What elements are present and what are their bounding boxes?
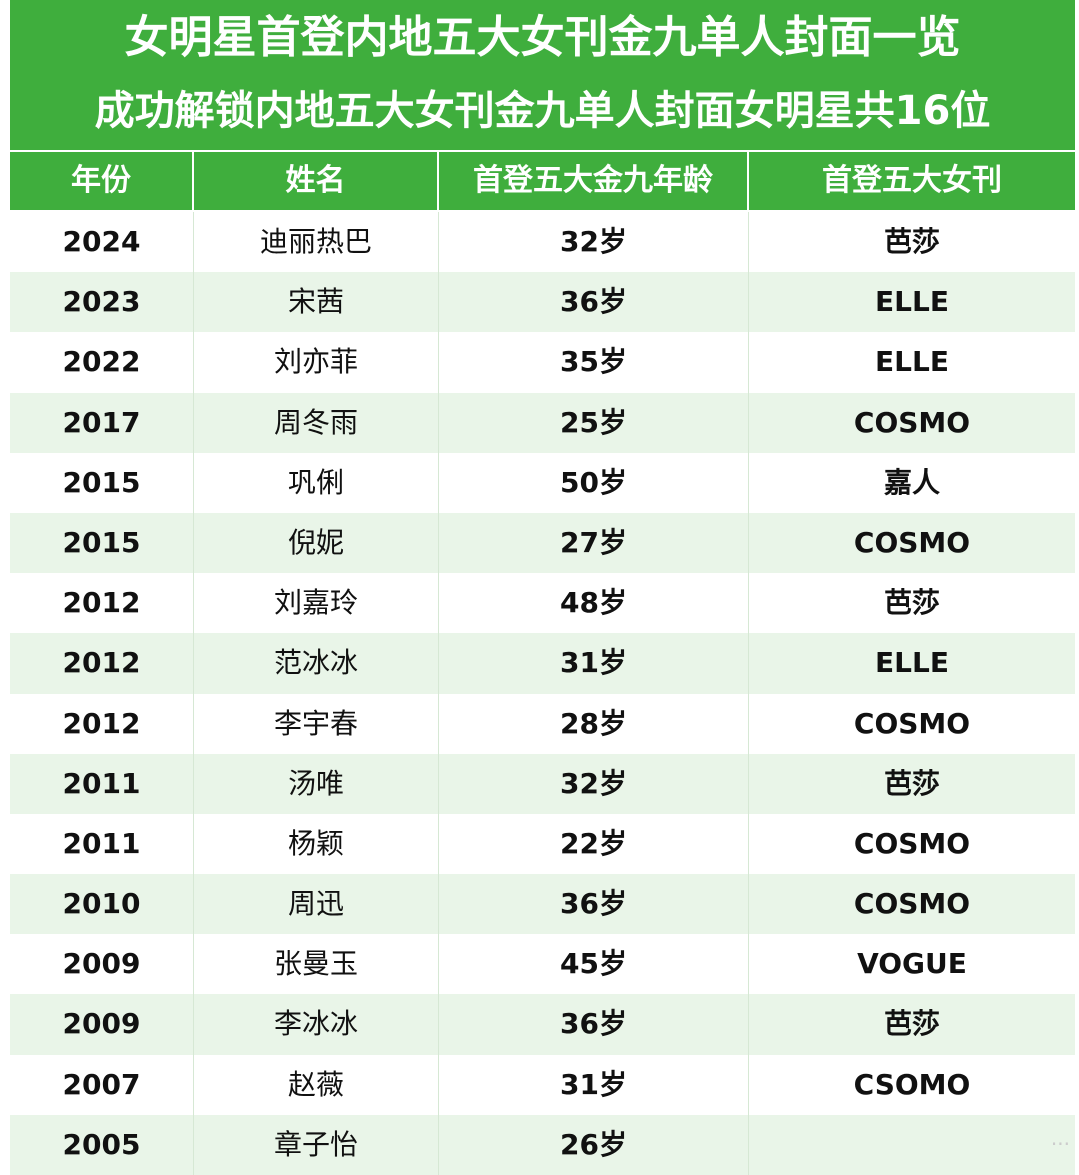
column-header-name: 姓名 bbox=[194, 152, 439, 210]
table-row: 2005 章子怡 26岁 bbox=[10, 1114, 1075, 1175]
column-header-age: 首登五大金九年龄 bbox=[439, 152, 749, 210]
cell-magazine: COSMO bbox=[853, 525, 971, 559]
cell-age: 31岁 bbox=[439, 633, 749, 694]
cell-name: 章子怡 bbox=[194, 1114, 439, 1175]
cell-magazine: 芭莎 bbox=[883, 225, 940, 258]
cell-magazine: COSMO bbox=[853, 826, 971, 860]
cell-age: 22岁 bbox=[439, 813, 749, 875]
table-row: 2011 杨颖 22岁 COSMO bbox=[10, 813, 1075, 875]
cell-year: 2009 bbox=[10, 934, 194, 995]
column-header-year: 年份 bbox=[10, 152, 194, 210]
table-row: 2009 张曼玉 45岁 VOGUE bbox=[10, 934, 1075, 995]
cell-year: 2011 bbox=[10, 753, 194, 814]
cell-year: 2015 bbox=[10, 452, 194, 513]
cell-name: 宋茜 bbox=[194, 272, 439, 333]
cell-magazine: 芭莎 bbox=[883, 586, 940, 620]
cell-magazine: COSMO bbox=[853, 887, 971, 921]
cell-age: 25岁 bbox=[439, 392, 749, 453]
cell-magazine: ELLE bbox=[875, 646, 949, 680]
cell-age: 35岁 bbox=[439, 332, 749, 393]
cell-magazine: 芭莎 bbox=[883, 766, 940, 800]
cell-magazine: CSOMO bbox=[853, 1067, 971, 1101]
cell-age: 48岁 bbox=[439, 573, 749, 634]
cell-name: 李冰冰 bbox=[194, 994, 439, 1055]
table-row: 2012 刘嘉玲 48岁 芭莎 bbox=[10, 573, 1075, 634]
table-row: 2012 范冰冰 31岁 ELLE bbox=[10, 633, 1075, 694]
cell-year: 2005 bbox=[10, 1114, 194, 1175]
cell-age: 32岁 bbox=[439, 753, 749, 814]
table-row: 2015 巩俐 50岁 嘉人 bbox=[10, 452, 1075, 513]
cell-name: 迪丽热巴 bbox=[194, 212, 439, 273]
cell-magazine: ELLE bbox=[875, 285, 949, 319]
watermark-icon: ··· bbox=[1050, 1132, 1070, 1156]
cell-year: 2011 bbox=[10, 813, 194, 875]
cell-year: 2012 bbox=[10, 633, 194, 694]
table-row: 2015 倪妮 27岁 COSMO bbox=[10, 512, 1075, 574]
cell-age: 27岁 bbox=[439, 512, 749, 574]
cell-age: 36岁 bbox=[439, 994, 749, 1055]
table-row: 2012 李宇春 28岁 COSMO bbox=[10, 693, 1075, 754]
cell-age: 32岁 bbox=[439, 212, 749, 273]
cell-name: 刘嘉玲 bbox=[194, 573, 439, 634]
cell-age: 36岁 bbox=[439, 874, 749, 935]
cell-year: 2015 bbox=[10, 512, 194, 574]
cell-age: 45岁 bbox=[439, 934, 749, 995]
cell-year: 2024 bbox=[10, 212, 194, 273]
cell-magazine: COSMO bbox=[853, 706, 971, 740]
cell-year: 2017 bbox=[10, 392, 194, 453]
table-row: 2023 宋茜 36岁 ELLE bbox=[10, 272, 1075, 333]
table-row: 2010 周迅 36岁 COSMO bbox=[10, 874, 1075, 935]
cell-year: 2022 bbox=[10, 332, 194, 393]
cell-magazine: VOGUE bbox=[857, 947, 967, 981]
cell-name: 张曼玉 bbox=[194, 934, 439, 995]
cell-name: 周迅 bbox=[194, 874, 439, 935]
table-row: 2009 李冰冰 36岁 芭莎 bbox=[10, 994, 1075, 1055]
cell-age: 28岁 bbox=[439, 693, 749, 754]
cell-year: 2012 bbox=[10, 693, 194, 754]
page-title: 女明星首登内地五大女刊金九单人封面一览 bbox=[124, 12, 961, 63]
cell-name: 巩俐 bbox=[194, 452, 439, 513]
table-header: 年份 姓名 首登五大金九年龄 首登五大女刊 bbox=[10, 152, 1075, 210]
cell-age: 31岁 bbox=[439, 1054, 749, 1115]
cell-name: 赵薇 bbox=[194, 1054, 439, 1115]
cell-name: 李宇春 bbox=[194, 693, 439, 754]
table-row: 2024 迪丽热巴 32岁 芭莎 bbox=[10, 212, 1075, 273]
cell-name: 周冬雨 bbox=[194, 392, 439, 453]
cell-year: 2012 bbox=[10, 573, 194, 634]
cell-magazine: COSMO bbox=[853, 405, 971, 439]
column-header-magazine: 首登五大女刊 bbox=[822, 163, 1002, 198]
cell-year: 2010 bbox=[10, 874, 194, 935]
cell-name: 刘亦菲 bbox=[194, 332, 439, 393]
cell-name: 范冰冰 bbox=[194, 633, 439, 694]
cell-magazine: ELLE bbox=[875, 345, 949, 379]
table-row: 2011 汤唯 32岁 芭莎 bbox=[10, 753, 1075, 814]
cell-name: 杨颖 bbox=[194, 813, 439, 875]
cell-age: 50岁 bbox=[439, 452, 749, 513]
table-row: 2022 刘亦菲 35岁 ELLE bbox=[10, 332, 1075, 393]
title-banner: 女明星首登内地五大女刊金九单人封面一览 成功解锁内地五大女刊金九单人封面女明星共… bbox=[10, 0, 1075, 150]
cell-magazine: 芭莎 bbox=[883, 1007, 940, 1041]
cell-age: 26岁 bbox=[439, 1114, 749, 1175]
cell-name: 倪妮 bbox=[194, 512, 439, 574]
cell-magazine: 嘉人 bbox=[883, 465, 940, 499]
cell-name: 汤唯 bbox=[194, 753, 439, 814]
table-row: 2017 周冬雨 25岁 COSMO bbox=[10, 392, 1075, 453]
cell-age: 36岁 bbox=[439, 272, 749, 333]
cell-year: 2009 bbox=[10, 994, 194, 1055]
cell-year: 2023 bbox=[10, 272, 194, 333]
page-subtitle: 成功解锁内地五大女刊金九单人封面女明星共16位 bbox=[94, 88, 991, 134]
cell-year: 2007 bbox=[10, 1054, 194, 1115]
table-body: 2024 迪丽热巴 32岁 芭莎 2023 宋茜 36岁 ELLE 2022 刘亦菲 35岁 ELLE… bbox=[10, 212, 1075, 1175]
table-row: 2007 赵薇 31岁 CSOMO bbox=[10, 1054, 1075, 1115]
